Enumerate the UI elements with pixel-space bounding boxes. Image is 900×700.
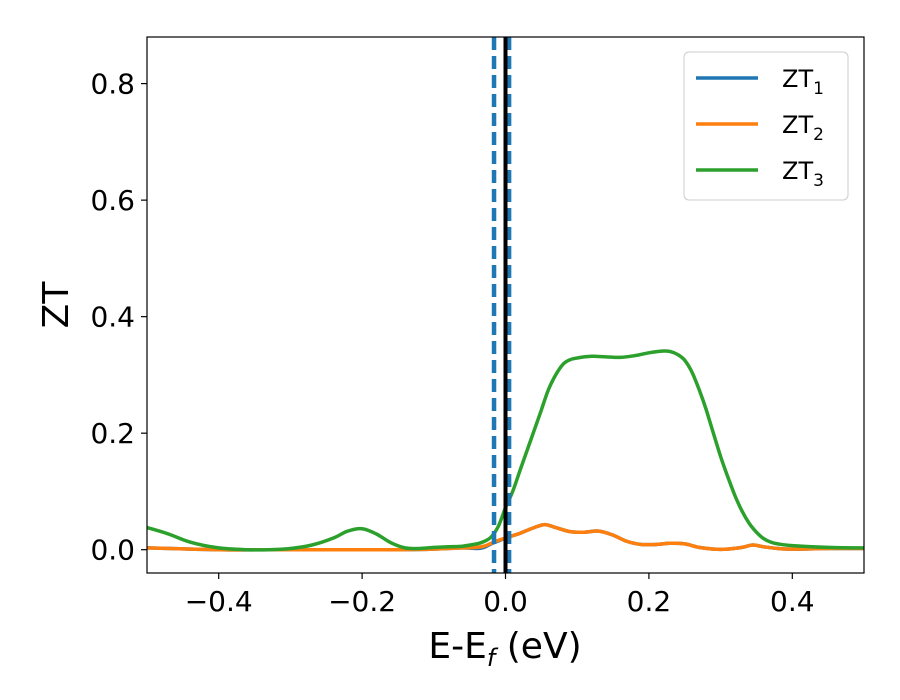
legend-label-subscript: 1 <box>813 79 824 99</box>
legend-label-main: ZT <box>782 111 813 139</box>
legend-label-1: ZT1 <box>782 65 824 99</box>
x-axis-label: E-Ef (eV) <box>428 626 581 672</box>
legend-label-main: ZT <box>782 157 813 185</box>
legend-box <box>683 51 849 201</box>
y-tick-label: 0.6 <box>90 184 135 217</box>
x-axis-label-unit: (eV) <box>495 626 581 667</box>
vline-layer <box>491 37 512 573</box>
x-axis: −0.4 −0.2 0.0 0.2 0.4 <box>185 573 815 618</box>
y-tick-label: 0.8 <box>90 68 135 101</box>
x-tick-label: 0.4 <box>770 585 815 618</box>
x-tick-label: −0.2 <box>328 585 396 618</box>
y-tick-label: 0.2 <box>90 417 135 450</box>
y-axis-label: ZT <box>36 281 77 329</box>
x-axis-label-main: E-E <box>428 626 486 667</box>
series-layer <box>147 349 864 552</box>
legend-label-2: ZT2 <box>782 111 824 145</box>
legend-label-main: ZT <box>782 65 813 93</box>
legend-label-subscript: 2 <box>813 125 824 145</box>
x-tick-label: 0.2 <box>627 585 672 618</box>
x-tick-label: −0.4 <box>185 585 253 618</box>
series-line-3 <box>147 349 864 552</box>
legend-label-subscript: 3 <box>813 171 824 191</box>
legend-label-3: ZT3 <box>782 157 824 191</box>
y-tick-label: 0.4 <box>90 301 135 334</box>
y-axis: 0.0 0.2 0.4 0.6 0.8 <box>90 68 147 567</box>
y-tick-label: 0.0 <box>90 534 135 567</box>
x-tick-label: 0.0 <box>483 585 528 618</box>
